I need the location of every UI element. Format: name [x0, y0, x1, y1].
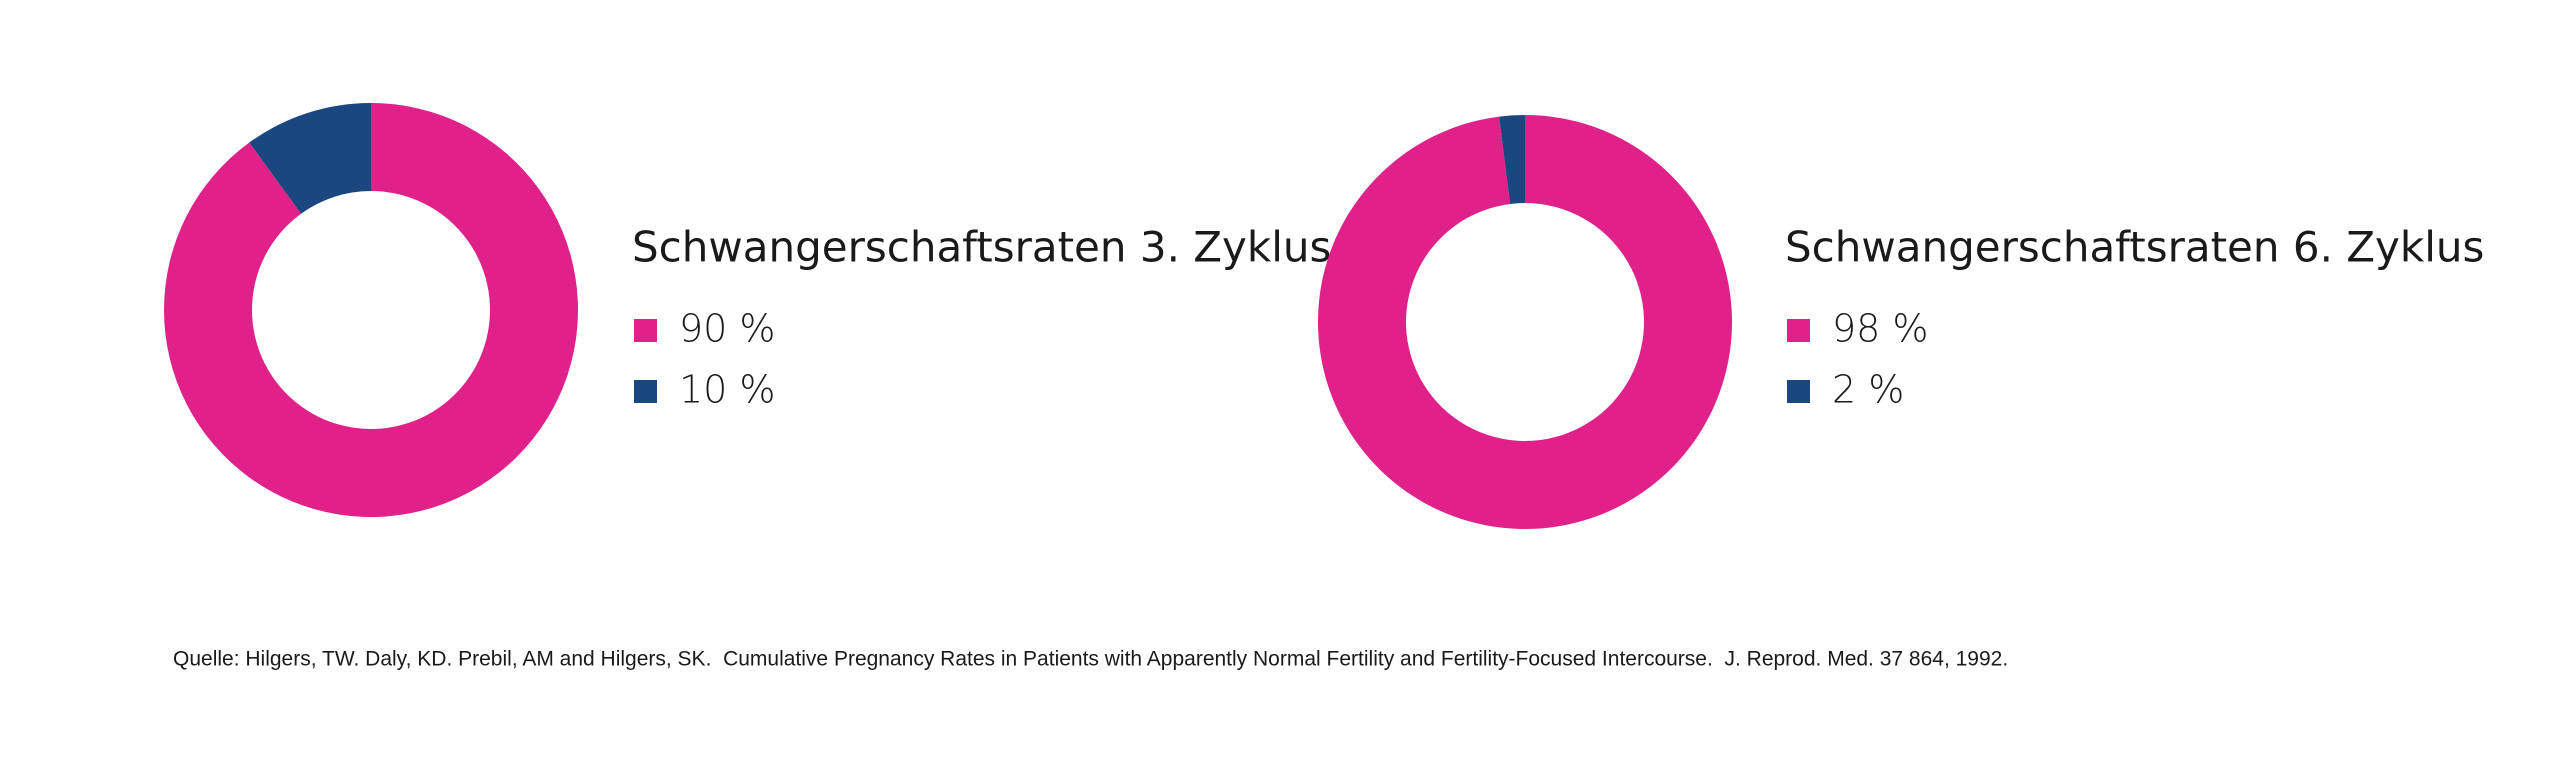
donut-segment [249, 103, 371, 214]
legend-swatch [634, 319, 657, 342]
donut-segment [163, 103, 579, 517]
legend-label: 2 % [1832, 368, 1904, 412]
source-note: Quelle: Hilgers, TW. Daly, KD. Prebil, A… [173, 648, 2008, 671]
donut-segment [1318, 115, 1732, 529]
legend-label: 10 % [679, 368, 776, 412]
legend-swatch [1787, 319, 1810, 342]
legend-label: 98 % [1832, 307, 1929, 351]
chart-title: Schwangerschaftsraten 3. Zyklus [632, 223, 1331, 272]
legend-label: 90 % [679, 307, 776, 351]
legend-swatch [634, 380, 657, 403]
donut-segment [1499, 115, 1525, 204]
chart-title: Schwangerschaftsraten 6. Zyklus [1785, 223, 2484, 272]
legend-swatch [1787, 380, 1810, 403]
